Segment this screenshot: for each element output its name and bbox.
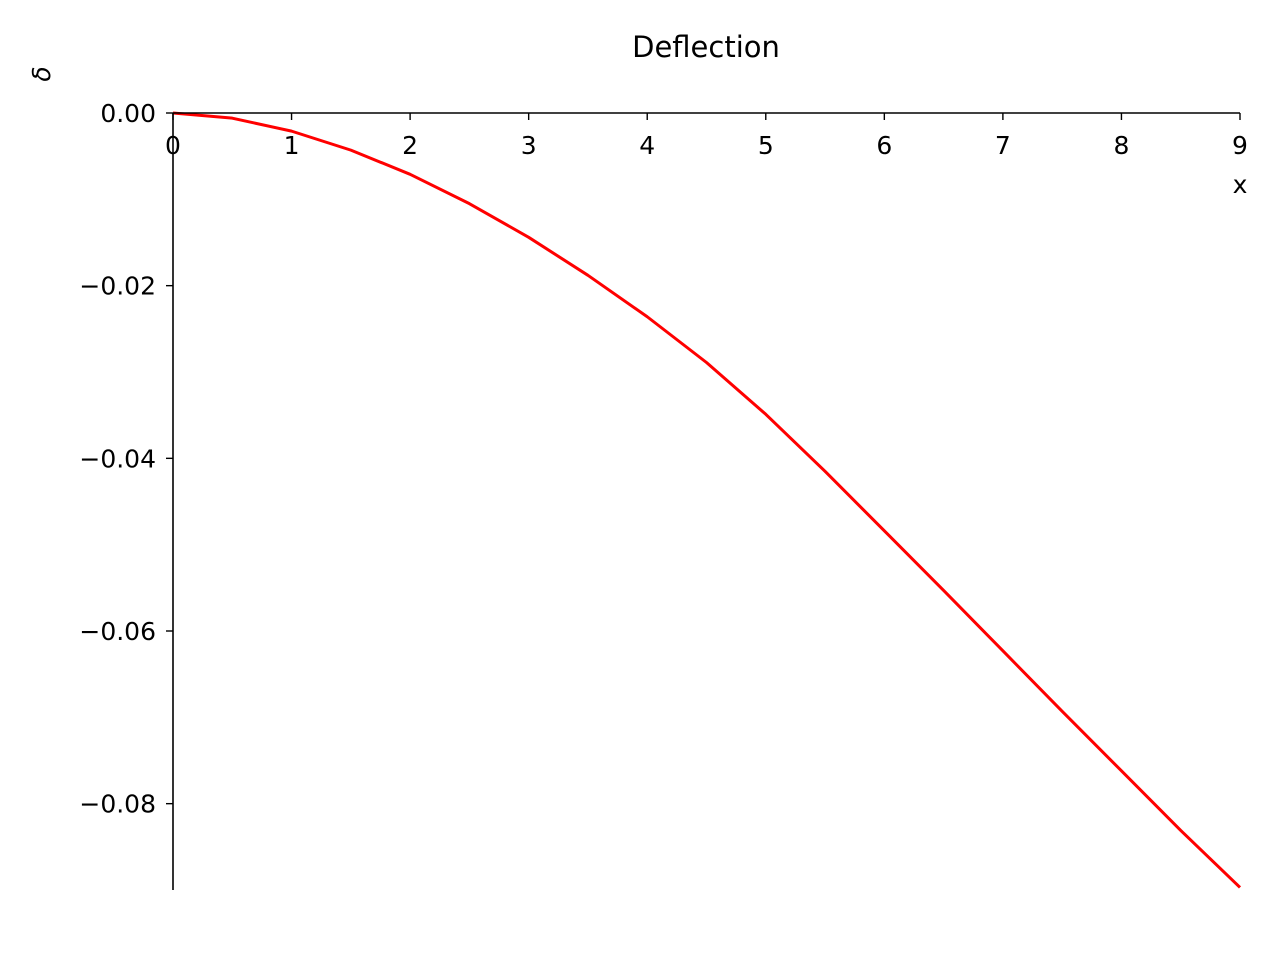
y-tick-label-2: −0.04 bbox=[79, 444, 156, 473]
chart-title: Deflection bbox=[632, 30, 780, 64]
x-tick-label-9: 9 bbox=[1232, 131, 1248, 160]
y-tick-label-1: −0.02 bbox=[79, 272, 156, 301]
x-tick-label-4: 4 bbox=[639, 131, 655, 160]
x-tick-label-2: 2 bbox=[402, 131, 418, 160]
x-tick-label-0: 0 bbox=[165, 131, 181, 160]
x-tick-label-8: 8 bbox=[1113, 131, 1129, 160]
x-tick-label-7: 7 bbox=[995, 131, 1011, 160]
y-tick-label-3: −0.06 bbox=[79, 617, 156, 646]
y-tick-label-4: −0.08 bbox=[79, 790, 156, 819]
x-axis-title: x bbox=[1233, 170, 1248, 199]
x-tick-label-5: 5 bbox=[758, 131, 774, 160]
y-tick-label-0: 0.00 bbox=[100, 99, 156, 128]
series-line-0 bbox=[172, 111, 1242, 889]
y-axis-ticks: 0.00 −0.02 −0.04 −0.06 −0.08 bbox=[79, 99, 173, 819]
y-axis-title: δ bbox=[27, 66, 56, 81]
x-tick-label-6: 6 bbox=[876, 131, 892, 160]
x-tick-label-3: 3 bbox=[521, 131, 537, 160]
x-tick-label-1: 1 bbox=[284, 131, 300, 160]
plot-area bbox=[172, 111, 1242, 889]
x-axis-ticks: 0 1 2 3 4 5 6 7 8 9 bbox=[165, 113, 1248, 160]
